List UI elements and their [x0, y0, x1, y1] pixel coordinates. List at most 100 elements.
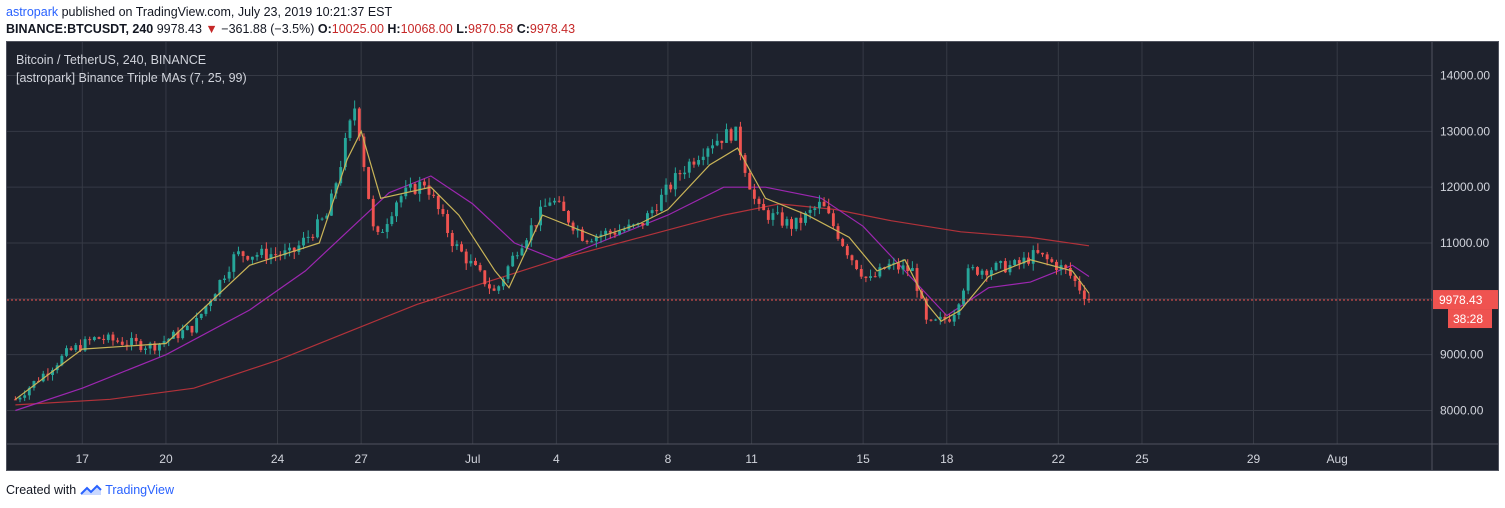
ma25-layer	[15, 175, 1090, 412]
candle-body	[395, 202, 398, 217]
created-with-text: Created with	[6, 483, 77, 497]
publish-info: astropark published on TradingView.com, …	[6, 5, 392, 19]
candle-body	[618, 230, 622, 235]
candle-body	[78, 345, 82, 351]
ma-line-ma25	[15, 175, 1090, 412]
candle-body	[357, 108, 361, 137]
candle-body	[999, 261, 1003, 263]
candle-body	[804, 212, 807, 223]
candle-body	[650, 210, 654, 214]
candle-body	[274, 254, 278, 256]
candle-body	[557, 200, 561, 202]
candle-body	[711, 145, 714, 149]
candle-body	[250, 256, 254, 260]
candle-body	[669, 184, 673, 190]
candle-body	[334, 183, 338, 194]
candle-body	[794, 217, 798, 229]
countdown-value: 38:28	[1453, 312, 1483, 326]
candle-body	[543, 205, 547, 207]
y-tick-label: 13000.00	[1440, 124, 1490, 138]
candle-body	[1022, 257, 1026, 264]
y-tick-label: 9000.00	[1440, 348, 1484, 362]
candle-body	[966, 268, 970, 291]
candle-body	[855, 260, 859, 270]
candle-body	[762, 203, 766, 211]
candle-body	[51, 370, 54, 376]
candle-body	[697, 160, 701, 165]
tradingview-link[interactable]: TradingView	[80, 483, 174, 497]
candle-body	[260, 248, 264, 255]
y-tick-label: 12000.00	[1440, 180, 1490, 194]
candle-body	[906, 265, 910, 272]
candle-body	[845, 245, 849, 256]
tradingview-brand: TradingView	[105, 483, 174, 497]
candle-body	[88, 339, 92, 341]
chart-svg[interactable]: 14000.0013000.0012000.0011000.0010000.00…	[7, 42, 1499, 470]
candle-body	[655, 210, 659, 212]
candle-body	[613, 232, 617, 235]
symbol-label: BINANCE:BTCUSDT, 240	[6, 22, 154, 36]
x-tick-label: 25	[1135, 452, 1149, 466]
chart-panel[interactable]: 14000.0013000.0012000.0011000.0010000.00…	[6, 41, 1499, 471]
candle-body	[980, 270, 984, 275]
candle-body	[553, 200, 556, 203]
candle-body	[622, 229, 626, 231]
candle-body	[292, 247, 296, 252]
candle-body	[790, 219, 793, 229]
candle-body	[171, 331, 175, 339]
author-link[interactable]: astropark	[6, 5, 59, 19]
candle-body	[446, 214, 450, 233]
candle-body	[567, 210, 570, 223]
price-tag-value: 9978.43	[1439, 293, 1483, 307]
candle-body	[1073, 275, 1077, 282]
candle-body	[817, 201, 821, 209]
published-text: published on TradingView.com, July 23, 2…	[61, 5, 393, 19]
candle-body	[683, 172, 687, 175]
candle-body	[223, 278, 226, 281]
y-tick-label: 14000.00	[1440, 69, 1490, 83]
candle-body	[255, 254, 259, 257]
candle-body	[487, 284, 491, 289]
candle-body	[534, 225, 538, 227]
candle-body	[464, 251, 468, 264]
candle-body	[195, 318, 199, 333]
candle-body	[1045, 254, 1049, 260]
candle-body	[288, 247, 292, 251]
candle-body	[1050, 259, 1054, 262]
candle-body	[367, 167, 371, 199]
candle-body	[994, 262, 998, 271]
candle-body	[878, 267, 882, 277]
candle-body	[1013, 260, 1017, 266]
y-tick-label: 11000.00	[1440, 236, 1489, 250]
candle-body	[311, 236, 315, 238]
candle-body	[130, 337, 134, 346]
candle-body	[237, 251, 240, 255]
candle-body	[859, 269, 863, 277]
x-tick-label: 20	[159, 452, 173, 466]
high-label: H:	[387, 22, 401, 36]
candle-body	[836, 226, 840, 239]
candle-body	[632, 224, 635, 226]
candle-body	[957, 304, 961, 316]
candle-body	[125, 344, 129, 346]
candle-body	[748, 172, 752, 190]
countdown-box	[1448, 309, 1492, 329]
candle-body	[492, 288, 496, 291]
candle-body	[776, 212, 780, 214]
candle-body	[529, 225, 533, 241]
candle-body	[678, 173, 682, 175]
candle-body	[892, 262, 896, 264]
candle-body	[580, 229, 584, 241]
candle-body	[153, 343, 157, 351]
candle-body	[483, 270, 487, 285]
x-tick-label: 29	[1247, 452, 1261, 466]
candle-body	[539, 206, 543, 226]
ma-line-ma99	[15, 203, 1090, 406]
candle-body	[599, 234, 603, 237]
candle-body	[1041, 252, 1044, 255]
candle-body	[111, 334, 115, 341]
legend-indicator[interactable]: [astropark] Binance Triple MAs (7, 25, 9…	[16, 71, 247, 85]
x-tick-label: 18	[940, 452, 954, 466]
candle-body	[158, 343, 161, 351]
candle-body	[920, 290, 924, 299]
